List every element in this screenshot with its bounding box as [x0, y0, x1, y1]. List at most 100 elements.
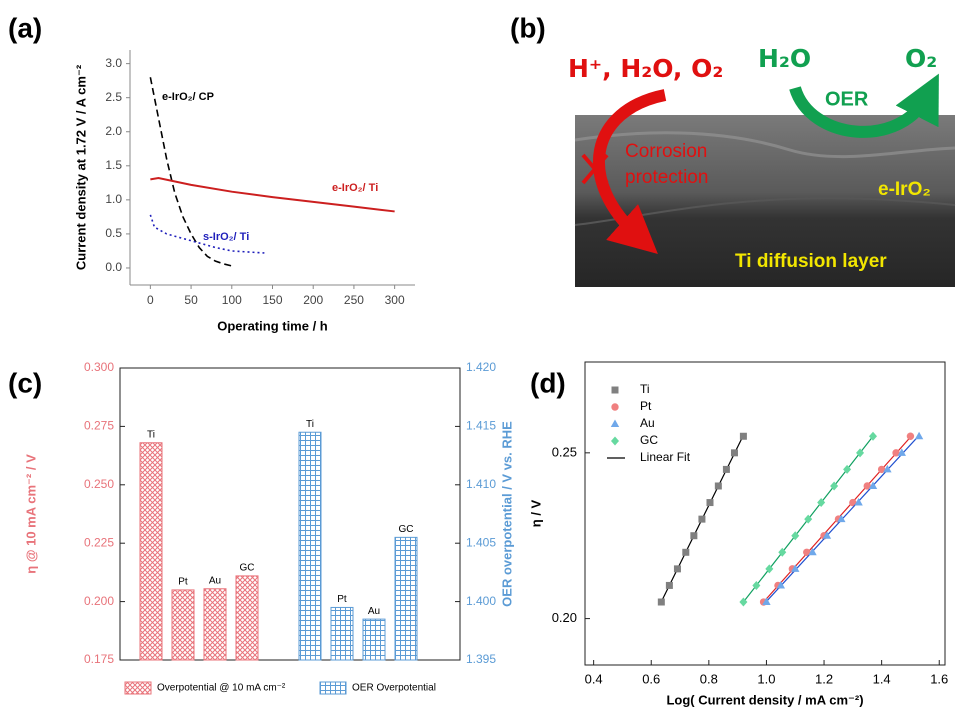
point — [674, 565, 681, 572]
bar — [299, 432, 321, 660]
x-axis-title: Log( Current density / mA cm⁻²) — [666, 692, 863, 707]
plot-frame — [585, 362, 945, 665]
panel-label: (a) — [8, 12, 42, 43]
point — [706, 499, 713, 506]
point — [658, 599, 665, 606]
x-tick-label: 50 — [184, 293, 198, 307]
bar — [236, 576, 258, 660]
series-label: s-IrO₂/ Ti — [203, 231, 249, 243]
panel-b: (b) H⁺, H₂O, O₂ H₂O O₂ OER Corrosion pro… — [510, 12, 955, 287]
legend-swatch — [125, 682, 151, 694]
y2-axis-title: OER overpotential / V vs. RHE — [499, 421, 514, 607]
x-tick-label: 250 — [344, 293, 364, 307]
bar-label: Pt — [337, 594, 347, 605]
y-tick-label: 1.405 — [466, 535, 496, 549]
point — [690, 532, 697, 539]
point — [907, 433, 914, 440]
legend-marker — [611, 403, 618, 410]
y-tick-label: 0.25 — [552, 444, 577, 459]
x-tick-label: 1.6 — [930, 671, 948, 686]
y-tick-label: 1.395 — [466, 652, 496, 666]
x-tick-label: 100 — [222, 293, 242, 307]
legend-label: GC — [640, 433, 658, 447]
point — [915, 432, 923, 440]
bar — [172, 590, 194, 660]
series-label: e-IrO₂/ Ti — [332, 182, 378, 194]
y-tick-label: 1.400 — [466, 594, 496, 608]
panel-label: (d) — [530, 367, 566, 398]
bar-label: Au — [209, 575, 221, 586]
y-tick-label: 2.0 — [105, 124, 122, 138]
y-tick-label: 0.0 — [105, 260, 122, 274]
x-tick-label: 0 — [147, 293, 154, 307]
x-tick-label: 0.8 — [700, 671, 718, 686]
legend-label: Linear Fit — [640, 450, 691, 464]
panel-label: (c) — [8, 367, 42, 398]
legend-swatch — [320, 682, 346, 694]
oxygen: O₂ — [905, 44, 937, 73]
point — [723, 466, 730, 473]
y-tick-label: 0.200 — [84, 594, 114, 608]
x-tick-label: 0.6 — [642, 671, 660, 686]
x-tick-label: 1.4 — [873, 671, 891, 686]
y-axis-title: η @ 10 mA cm⁻² / V — [23, 454, 38, 574]
water: H₂O — [758, 44, 811, 73]
x-tick-label: 1.0 — [757, 671, 775, 686]
point — [666, 582, 673, 589]
y-tick-label: 0.20 — [552, 610, 577, 625]
legend-label: Overpotential @ 10 mA cm⁻² — [157, 683, 286, 694]
y-tick-label: 1.410 — [466, 477, 496, 491]
y-tick-label: 0.300 — [84, 360, 114, 374]
x-tick-label: 1.2 — [815, 671, 833, 686]
page: {"chart_data": [ {"type": "line", "panel… — [0, 0, 959, 711]
y-axis-title: η / V — [528, 499, 543, 527]
corrosion-label: Corrosion — [625, 141, 707, 162]
legend-label: Au — [640, 416, 655, 430]
bar — [204, 589, 226, 660]
bar-label: Ti — [147, 429, 155, 440]
legend-label: OER Overpotential — [352, 683, 436, 694]
y-tick-label: 1.5 — [105, 158, 122, 172]
legend-marker — [611, 420, 619, 428]
bar-label: Pt — [178, 577, 188, 588]
y-tick-label: 0.275 — [84, 419, 114, 433]
y-axis-title: Current density at 1.72 V / A cm⁻² — [73, 64, 88, 270]
y-tick-label: 3.0 — [105, 56, 122, 70]
x-tick-label: 0.4 — [585, 671, 603, 686]
legend-marker — [611, 437, 619, 446]
bar — [331, 607, 353, 660]
series-label: e-IrO₂/ CP — [162, 91, 214, 103]
legend-label: Pt — [640, 399, 652, 413]
point — [731, 449, 738, 456]
legend-marker — [612, 387, 619, 394]
oer-label: OER — [825, 88, 869, 110]
bar-label: GC — [240, 563, 255, 574]
x-tick-label: 150 — [262, 293, 282, 307]
reactants: H⁺, H₂O, O₂ — [568, 54, 723, 83]
point — [715, 482, 722, 489]
figure: (b) H⁺, H₂O, O₂ H₂O O₂ OER Corrosion pro… — [0, 0, 959, 711]
y-tick-label: 1.420 — [466, 360, 496, 374]
point — [682, 549, 689, 556]
bar — [363, 619, 385, 660]
y-tick-label: 0.250 — [84, 477, 114, 491]
x-tick-label: 300 — [385, 293, 405, 307]
y-tick-label: 0.5 — [105, 226, 122, 240]
y-tick-label: 2.5 — [105, 90, 122, 104]
legend-label: Ti — [640, 382, 650, 396]
y-tick-label: 0.225 — [84, 535, 114, 549]
x-tick-label: 200 — [303, 293, 323, 307]
substrate-label: Ti diffusion layer — [735, 251, 887, 272]
coating-label: e-IrO₂ — [878, 179, 931, 200]
bar — [140, 443, 162, 660]
y-tick-label: 1.0 — [105, 192, 122, 206]
bar-label: GC — [399, 524, 414, 535]
panel-label: (b) — [510, 12, 546, 43]
point — [698, 516, 705, 523]
bar-label: Au — [368, 606, 380, 617]
bar — [395, 537, 417, 660]
point — [740, 433, 747, 440]
y-tick-label: 1.415 — [466, 419, 496, 433]
corrosion-label: protection — [625, 167, 708, 188]
y-tick-label: 0.175 — [84, 652, 114, 666]
